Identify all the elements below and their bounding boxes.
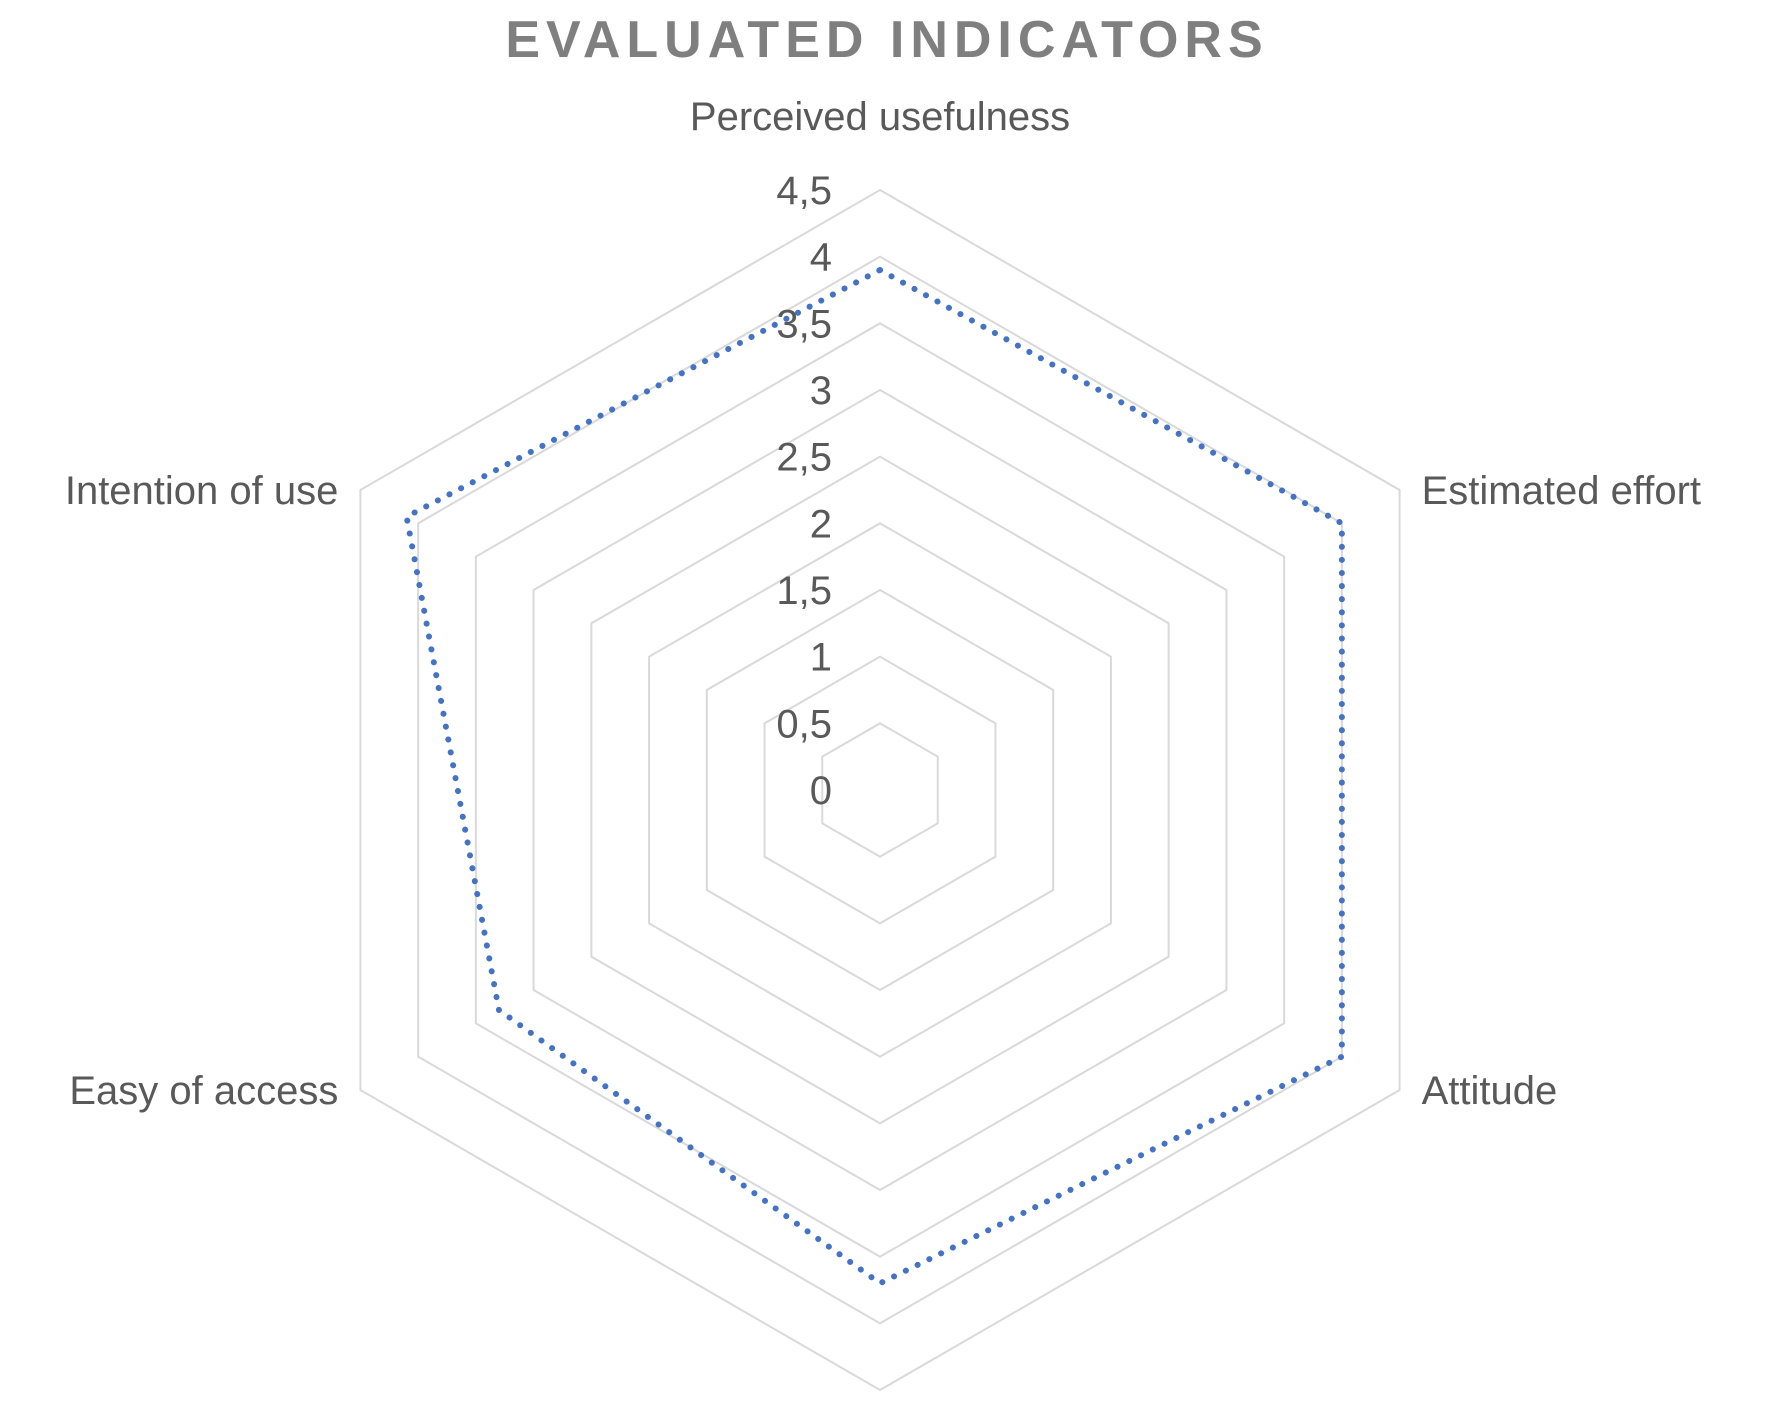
grid-ring <box>590 455 1170 1125</box>
grid-ring <box>705 588 1055 992</box>
radial-axis-ticks: 0 0,5 1 1,5 2 2,5 3 3,5 4 4,5 <box>776 169 832 813</box>
tick-label: 0 <box>810 769 832 813</box>
tick-label: 4,5 <box>776 169 832 213</box>
category-labels: Perceived usefulness Estimated effort Atti… <box>65 95 1701 1113</box>
tick-label: 1,5 <box>776 569 832 613</box>
data-series <box>403 267 1345 1287</box>
grid-ring <box>763 655 997 925</box>
tick-label: 0,5 <box>776 702 832 746</box>
category-label: Easy of access <box>69 1069 338 1113</box>
grid-ring <box>821 722 939 858</box>
grid-ring <box>474 322 1286 1258</box>
radar-grid <box>359 188 1401 1392</box>
tick-label: 4 <box>810 236 832 280</box>
tick-label: 3 <box>810 369 832 413</box>
tick-label: 3,5 <box>776 302 832 346</box>
tick-label: 1 <box>810 636 832 680</box>
category-label: Attitude <box>1422 1069 1558 1113</box>
category-label: Estimated effort <box>1422 469 1701 513</box>
tick-label: 2,5 <box>776 436 832 480</box>
grid-ring <box>417 255 1343 1325</box>
tick-label: 2 <box>810 502 832 546</box>
category-label: Intention of use <box>65 469 339 513</box>
chart-title: EVALUATED INDICATORS <box>505 11 1269 69</box>
grid-ring <box>532 388 1228 1192</box>
grid-ring <box>648 522 1112 1058</box>
category-label: Perceived usefulness <box>690 95 1070 139</box>
grid-ring <box>359 188 1401 1392</box>
